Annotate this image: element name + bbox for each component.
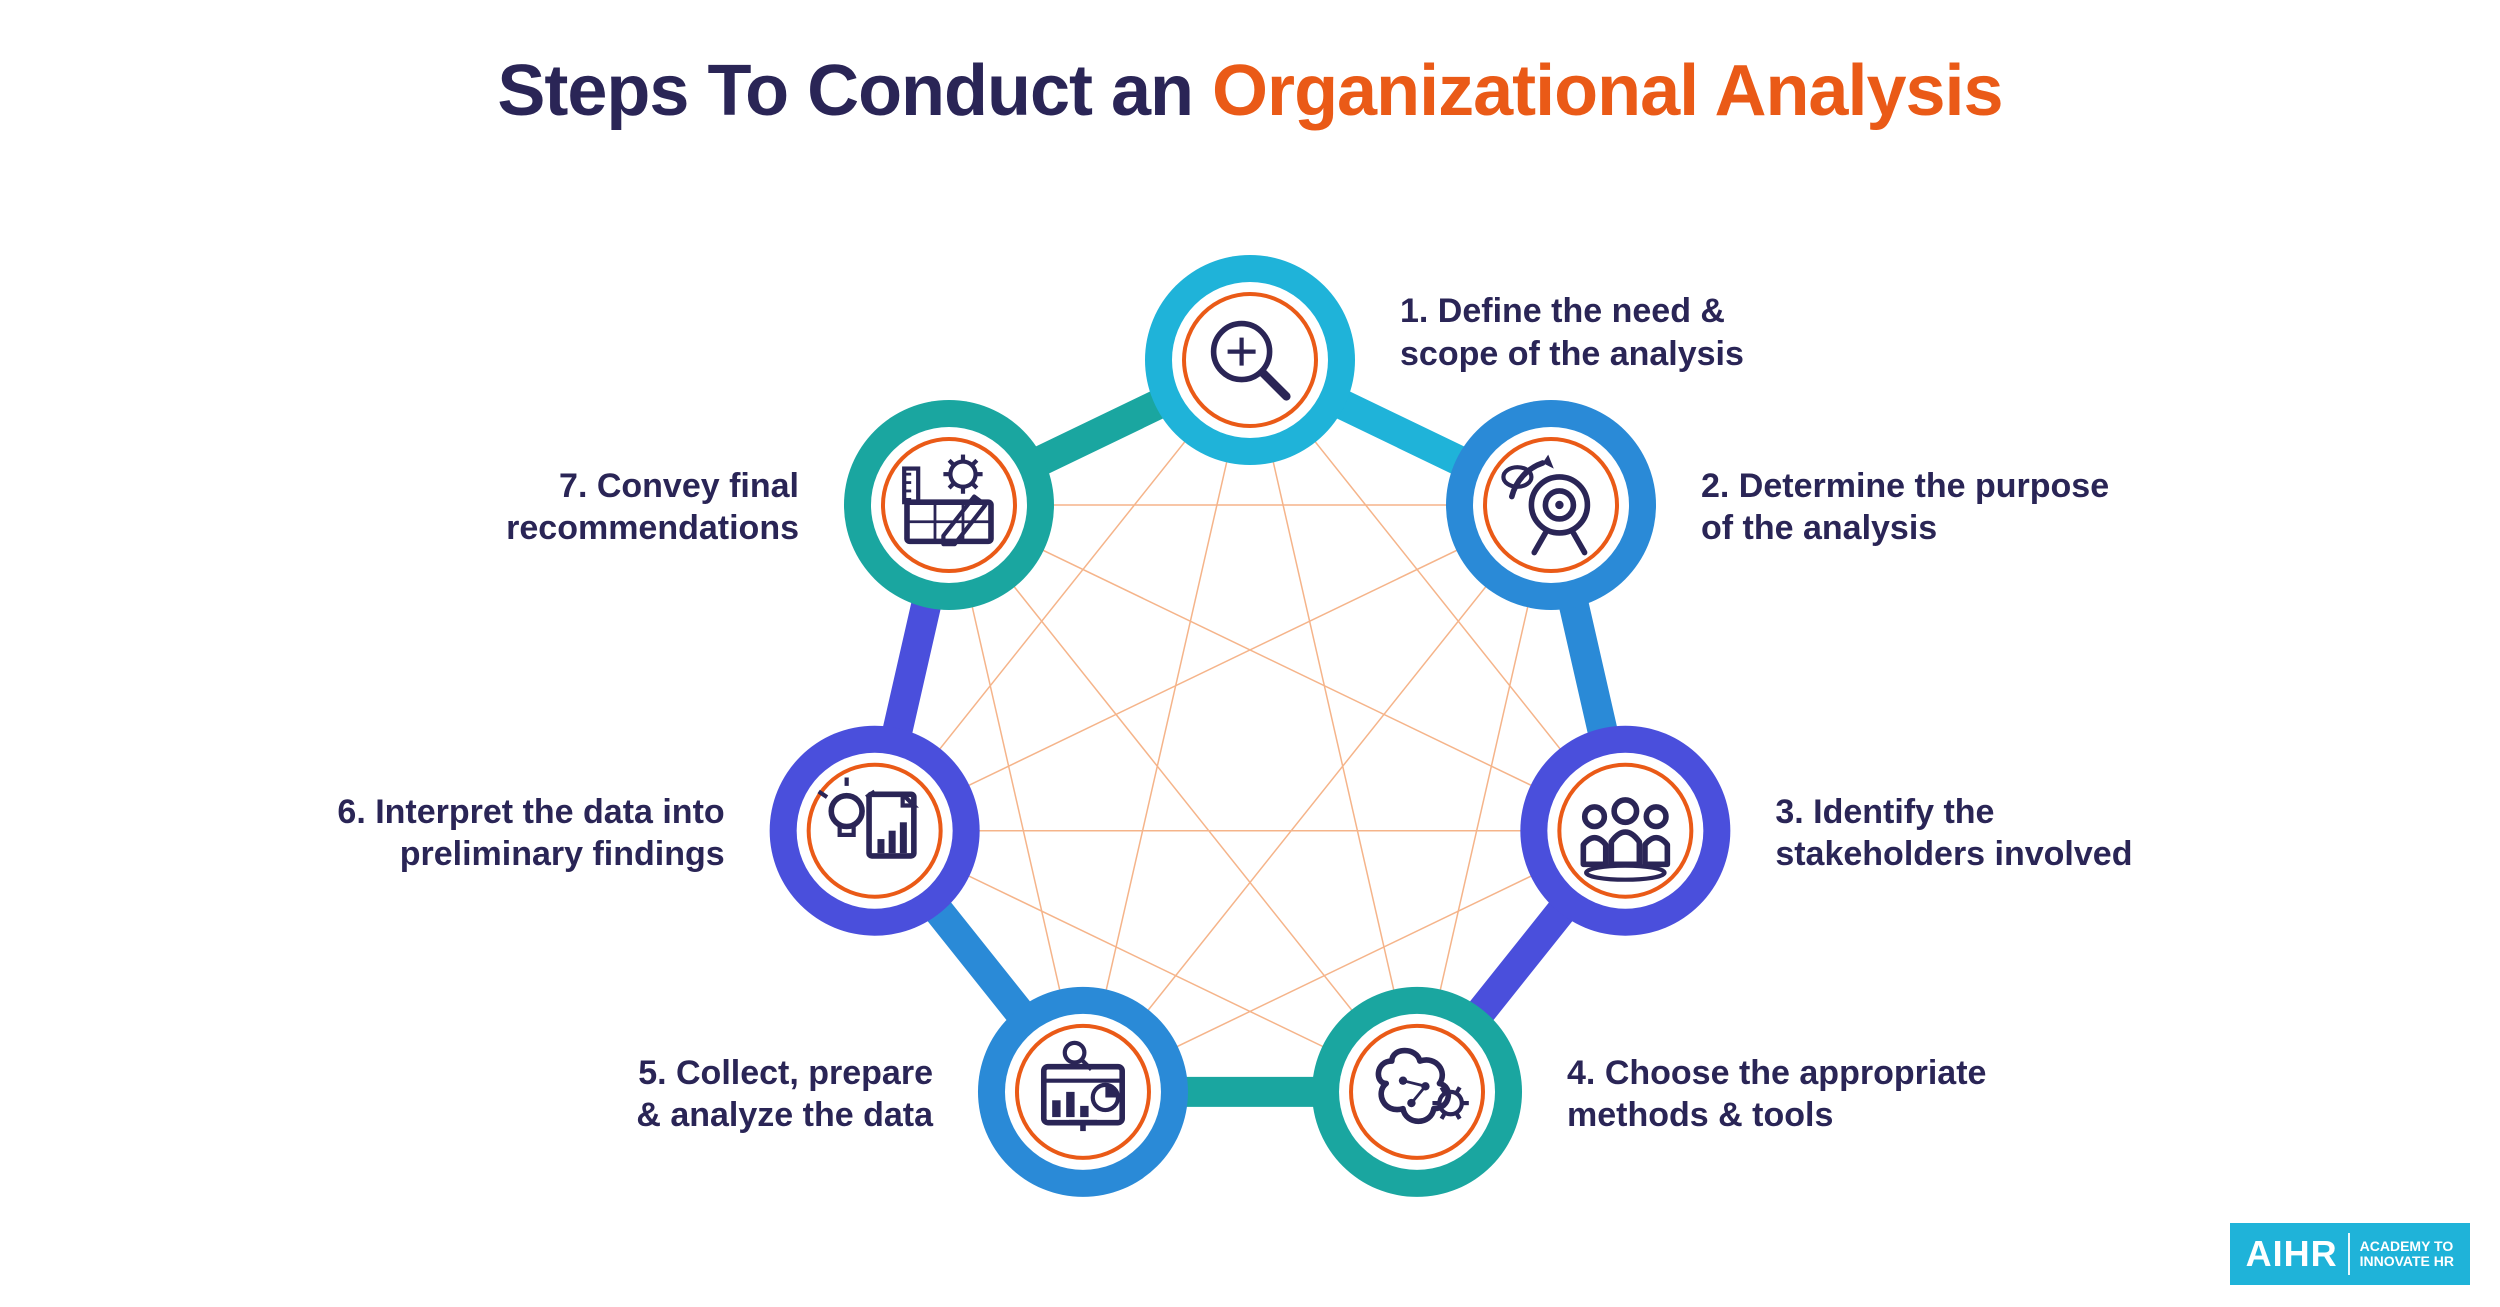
logo-badge: AIHR ACADEMY TO INNOVATE HR bbox=[2230, 1223, 2470, 1285]
logo-divider bbox=[2348, 1233, 2350, 1275]
step-label-7: 7. Convey final recommendations bbox=[506, 465, 799, 550]
step-label-4: 4. Choose the appropriate methods & tool… bbox=[1567, 1052, 1986, 1137]
step-node-7 bbox=[844, 400, 1054, 610]
step-label-6: 6. Interpret the data into preliminary f… bbox=[337, 791, 724, 876]
step-label-2: 2. Determine the purpose of the analysis bbox=[1701, 465, 2109, 550]
step-node-5 bbox=[978, 987, 1188, 1197]
step-node-2 bbox=[1446, 400, 1656, 610]
step-node-6 bbox=[770, 726, 980, 936]
step-node-1 bbox=[1145, 255, 1355, 465]
step-node-3 bbox=[1520, 726, 1730, 936]
step-label-3: 3. Identify the stakeholders involved bbox=[1775, 791, 2132, 876]
logo-main-text: AIHR bbox=[2246, 1233, 2338, 1275]
step-node-4 bbox=[1312, 987, 1522, 1197]
step-label-1: 1. Define the need & scope of the analys… bbox=[1400, 290, 1744, 375]
logo-sub-text: ACADEMY TO INNOVATE HR bbox=[2360, 1239, 2454, 1270]
diagram-canvas bbox=[0, 0, 2500, 1307]
step-label-5: 5. Collect, prepare & analyze the data bbox=[636, 1052, 933, 1137]
